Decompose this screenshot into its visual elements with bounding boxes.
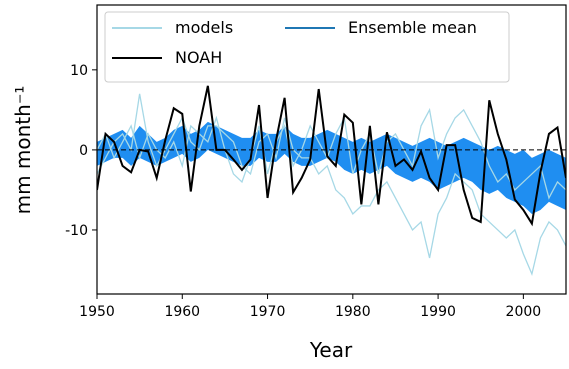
y-axis-label: mm month⁻¹ xyxy=(11,86,35,215)
x-tick-label: 1990 xyxy=(420,304,456,320)
legend-label: models xyxy=(175,18,233,37)
x-axis-label: Year xyxy=(309,338,353,362)
model-line xyxy=(97,107,566,200)
noah-line xyxy=(97,85,566,227)
y-tick-label: -10 xyxy=(65,223,88,239)
legend-label: NOAH xyxy=(175,48,222,67)
x-tick-label: 1970 xyxy=(250,304,286,320)
y-tick-label: 10 xyxy=(70,63,88,79)
legend-label: Ensemble mean xyxy=(348,18,477,37)
plot-area xyxy=(97,85,566,277)
x-tick-label: 2000 xyxy=(506,304,542,320)
legend-box xyxy=(104,11,510,83)
x-tick-label: 1980 xyxy=(335,304,371,320)
x-tick-label: 1950 xyxy=(79,304,115,320)
model-line xyxy=(97,93,566,277)
y-tick-label: 0 xyxy=(79,143,88,159)
x-tick-label: 1960 xyxy=(164,304,200,320)
